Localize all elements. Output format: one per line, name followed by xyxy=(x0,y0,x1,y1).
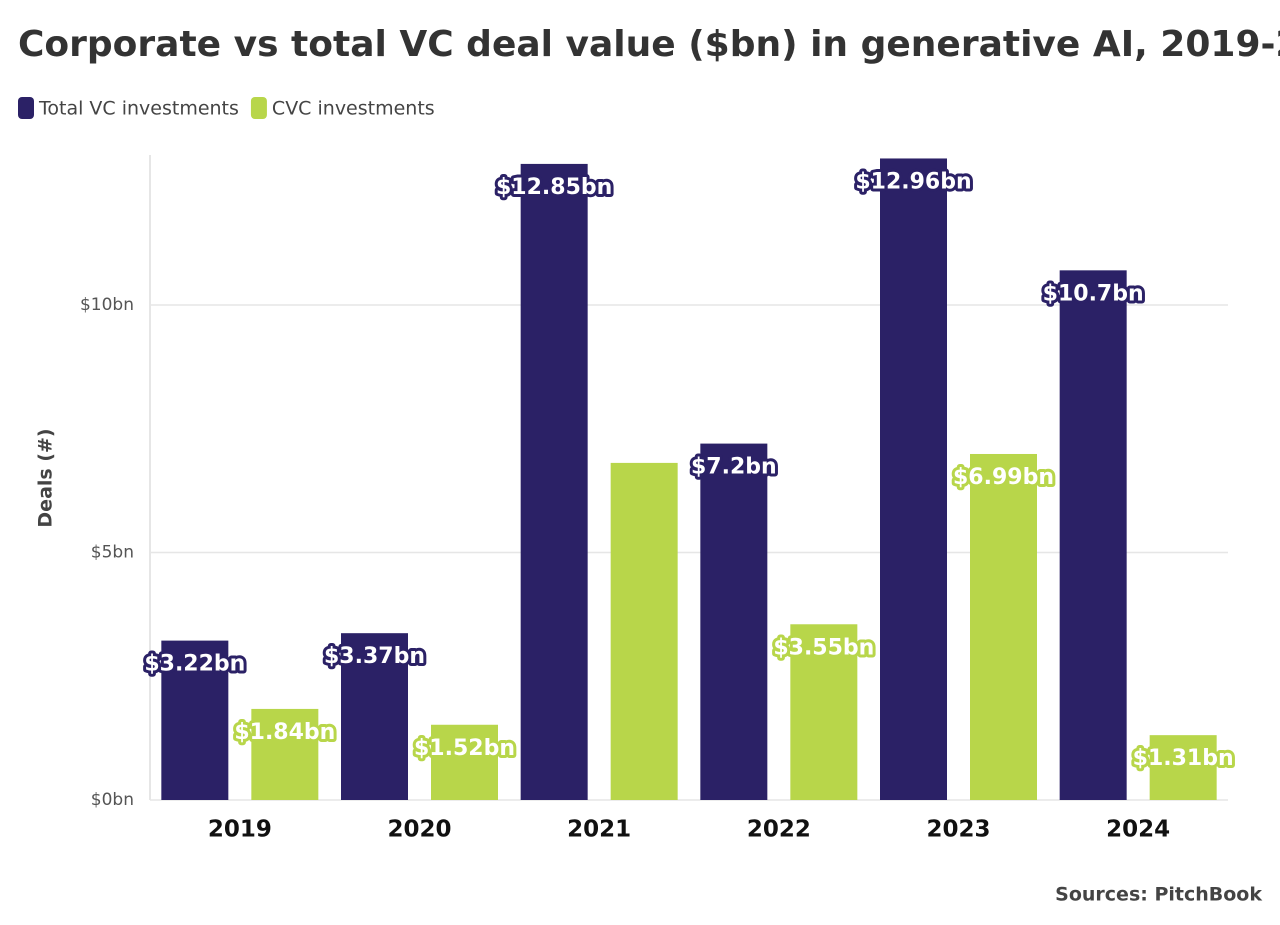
legend-swatch xyxy=(18,97,34,119)
legend-label: Total VC investments xyxy=(38,98,239,120)
value-label: $3.22bn xyxy=(144,652,245,677)
y-tick-label: $0bn xyxy=(91,790,134,810)
bar xyxy=(161,640,229,800)
bar xyxy=(610,462,678,800)
bar xyxy=(520,163,588,800)
value-label: $12.96bn xyxy=(855,169,971,194)
bar xyxy=(790,624,858,800)
x-tick-label: 2019 xyxy=(208,817,272,843)
bar xyxy=(970,453,1037,800)
value-label: $1.52bn xyxy=(414,736,515,761)
bar xyxy=(1059,270,1127,801)
value-label: $6.99bn xyxy=(953,465,1054,490)
legend-label: CVC investments xyxy=(272,98,435,120)
value-label: $10.7bn xyxy=(1043,281,1144,306)
bar xyxy=(1149,735,1217,800)
bar xyxy=(431,724,498,800)
y-tick-label: $5bn xyxy=(91,542,134,562)
bar xyxy=(700,443,768,800)
x-tick-label: 2022 xyxy=(747,817,811,843)
source: Sources: PitchBook xyxy=(1055,884,1262,906)
x-tick-label: 2021 xyxy=(567,817,631,843)
value-label: $12.85bn xyxy=(496,175,612,200)
value-label: $3.55bn xyxy=(773,635,874,660)
x-tick-label: 2024 xyxy=(1106,817,1170,843)
x-tick-label: 2023 xyxy=(926,817,990,843)
x-tick-label: 2020 xyxy=(387,817,451,843)
chart-title: Corporate vs total VC deal value ($bn) i… xyxy=(18,24,1280,65)
y-axis-title: Deals (#) xyxy=(35,428,57,527)
value-label: $1.84bn xyxy=(234,720,335,745)
value-label: $3.37bn xyxy=(324,644,425,669)
bar xyxy=(341,633,408,800)
value-label: $7.2bn xyxy=(691,455,777,480)
y-tick-label: $10bn xyxy=(80,295,134,315)
value-label: $1.31bn xyxy=(1133,746,1234,771)
bar xyxy=(251,708,319,800)
legend-swatch xyxy=(250,97,267,119)
bar xyxy=(880,158,947,800)
